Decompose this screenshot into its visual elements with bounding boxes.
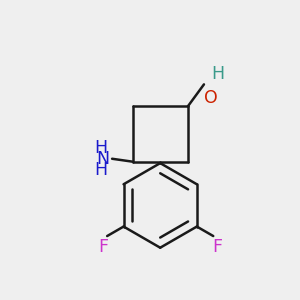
Text: N: N: [97, 150, 110, 168]
Text: F: F: [213, 238, 223, 256]
Text: H: H: [94, 139, 108, 157]
Text: F: F: [98, 238, 108, 256]
Text: O: O: [204, 89, 218, 107]
Text: H: H: [94, 161, 108, 179]
Text: H: H: [211, 65, 224, 83]
